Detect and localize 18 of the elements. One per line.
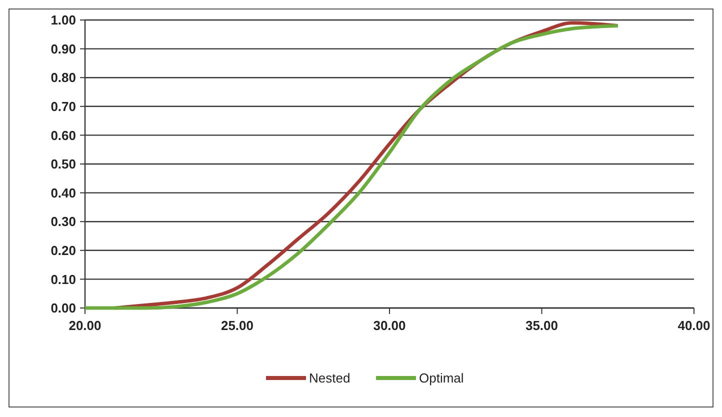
y-tick-label: 1.00: [50, 12, 76, 28]
y-tick-label: 0.90: [50, 41, 76, 56]
x-tick-label: 30.00: [373, 318, 406, 333]
legend-label: Optimal: [419, 370, 464, 386]
y-tick-label: 0.10: [50, 272, 76, 287]
y-tick-label: 0.80: [50, 70, 76, 86]
legend-label: Nested: [309, 370, 350, 386]
x-tick-label: 25.00: [220, 318, 254, 333]
y-tick-label: 0.30: [50, 214, 76, 230]
x-tick-label: 40.00: [678, 318, 710, 333]
x-tick-label: 35.00: [525, 318, 558, 333]
y-tick-label: 0.40: [50, 185, 76, 200]
x-tick-label: 20.00: [68, 318, 102, 333]
y-tick-label: 0.50: [50, 156, 76, 172]
y-tick-label: 0.20: [50, 242, 76, 258]
y-tick-label: 0.60: [50, 128, 76, 143]
y-tick-label: 0.70: [50, 98, 76, 114]
y-tick-label: 0.00: [50, 300, 76, 316]
